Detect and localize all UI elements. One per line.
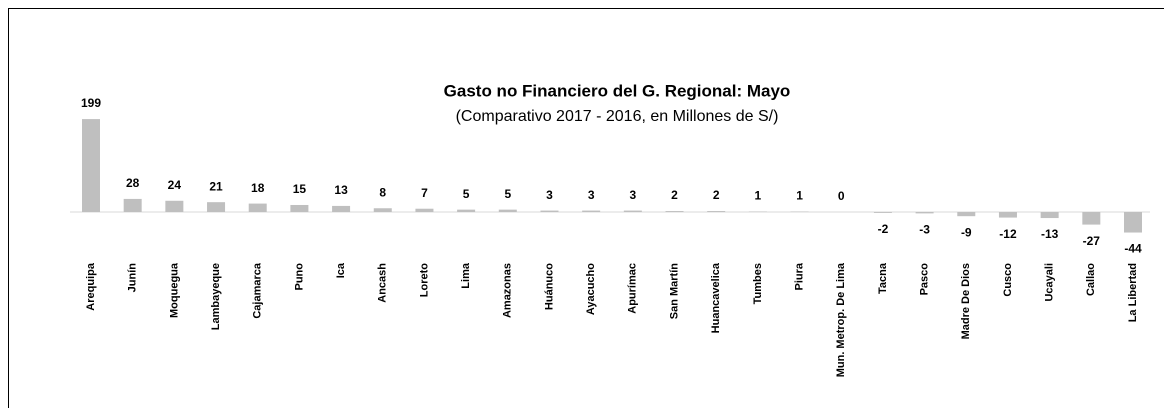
bar	[165, 200, 184, 212]
x-tick-label: San Martín	[668, 263, 680, 320]
x-tick-label: Pasco	[919, 263, 931, 296]
value-label: -44	[1124, 242, 1142, 256]
bar	[1040, 211, 1059, 219]
bar	[665, 211, 684, 212]
x-tick-label: Puno	[293, 263, 305, 291]
x-tick-label: Huancavelica	[710, 262, 722, 333]
value-label: -12	[999, 227, 1017, 241]
bar	[415, 208, 434, 212]
x-tick-label: Mun. Metrop. De Lima	[835, 262, 847, 377]
x-tick-label: La Libertad	[1127, 263, 1139, 322]
x-tick-label: Junín	[127, 263, 139, 293]
value-label: -3	[919, 223, 930, 237]
x-tick-label: Callao	[1085, 263, 1097, 296]
value-label: 5	[463, 187, 470, 201]
value-label: 0	[838, 189, 845, 203]
x-tick-label: Ucayali	[1044, 263, 1056, 302]
value-label: 1	[796, 189, 803, 203]
x-tick-label: Piura	[793, 262, 805, 290]
chart-subtitle: (Comparativo 2017 - 2016, en Millones de…	[456, 108, 779, 125]
value-label: 2	[713, 188, 720, 202]
value-label: 2	[671, 188, 678, 202]
value-label: 3	[588, 188, 595, 202]
bar	[707, 211, 726, 212]
value-label: 5	[504, 187, 511, 201]
value-label: 1	[755, 189, 762, 203]
value-label: 3	[629, 188, 636, 202]
bar	[540, 210, 559, 212]
bar	[498, 209, 517, 212]
x-tick-label: Cajamarca	[252, 262, 264, 319]
bar	[1082, 211, 1101, 225]
bar	[207, 202, 226, 212]
bar	[873, 211, 892, 213]
value-label: -13	[1041, 227, 1059, 241]
value-label: 21	[209, 179, 223, 193]
x-tick-label: Tacna	[877, 262, 889, 294]
value-label: 15	[293, 182, 307, 196]
value-label: 18	[251, 181, 265, 195]
bar	[957, 211, 976, 217]
value-label: 28	[126, 176, 140, 190]
bar	[582, 210, 601, 212]
bar	[82, 119, 100, 212]
bar	[998, 211, 1017, 218]
x-tick-label: Apurímac	[627, 263, 639, 314]
value-label: -2	[878, 222, 889, 236]
value-label: -27	[1083, 234, 1101, 248]
value-label: 8	[379, 185, 386, 199]
x-tick-label: Arequipa	[85, 262, 97, 311]
x-tick-label: Amazonas	[502, 263, 514, 318]
value-label: -9	[961, 225, 972, 239]
value-label: 24	[168, 178, 182, 192]
x-tick-label: Moquegua	[168, 262, 180, 318]
chart-frame	[8, 8, 1164, 408]
x-tick-label: Ancash	[377, 263, 389, 303]
bar	[123, 198, 142, 212]
bar	[623, 210, 642, 212]
chart-title: Gasto no Financiero del G. Regional: May…	[444, 81, 791, 100]
x-tick-label: Tumbes	[752, 263, 764, 304]
bar	[1124, 211, 1142, 233]
bar	[457, 209, 476, 212]
x-tick-label: Lima	[460, 262, 472, 289]
bar	[915, 211, 934, 214]
x-tick-label: Ica	[335, 262, 347, 278]
x-tick-label: Cusco	[1002, 263, 1014, 297]
x-tick-label: Huánuco	[543, 263, 555, 310]
value-label: 13	[334, 183, 348, 197]
value-label: 7	[421, 186, 428, 200]
x-tick-label: Loreto	[418, 263, 430, 298]
bar	[290, 204, 309, 212]
value-label: 3	[546, 188, 553, 202]
value-label: 199	[81, 96, 101, 110]
x-tick-label: Ayacucho	[585, 263, 597, 315]
x-tick-label: Lambayeque	[210, 263, 222, 330]
bar	[373, 208, 392, 212]
x-tick-label: Madre De Dios	[960, 263, 972, 339]
bar	[248, 203, 267, 212]
bar	[332, 205, 351, 212]
